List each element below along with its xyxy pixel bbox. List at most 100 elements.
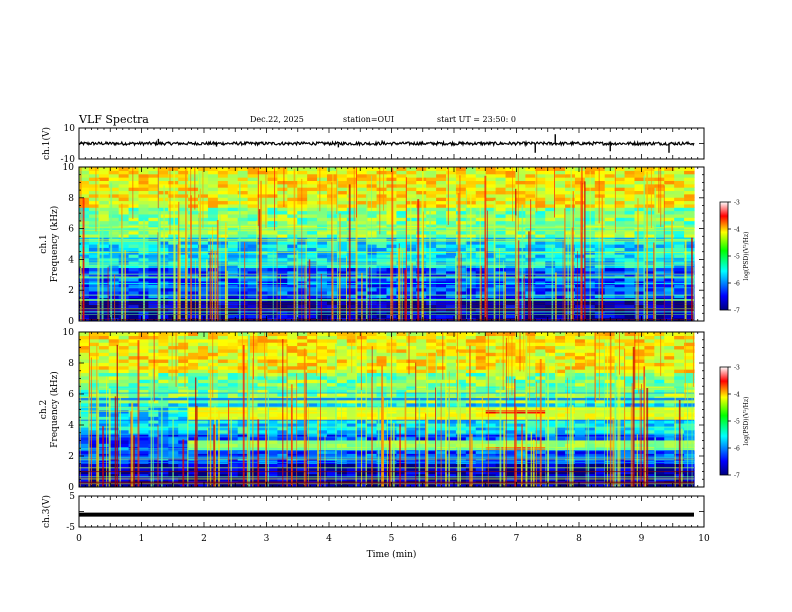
spectrogram-cell: [257, 426, 269, 431]
spectrogram-cell: [644, 223, 655, 228]
spectrogram-cell: [366, 173, 378, 178]
spectrogram-cell: [138, 193, 150, 198]
spectrogram-cell: [614, 254, 626, 258]
spectrogram-cell: [455, 473, 467, 478]
spectrogram-cell: [674, 240, 685, 245]
spectrogram-cell: [674, 177, 685, 181]
spectrogram-cell: [555, 439, 566, 444]
spectrogram-cell: [307, 167, 318, 171]
spectrogram-cell: [505, 254, 517, 258]
spectrogram-cell: [267, 264, 278, 269]
spectrogram-cell: [654, 230, 665, 235]
spectrogram-cell: [108, 287, 120, 292]
spectrogram-cell: [207, 310, 219, 315]
spectrogram-cell: [485, 244, 497, 248]
spectrogram-cell: [138, 177, 150, 181]
spectrogram-cell: [515, 217, 526, 222]
spectrogram-cell: [217, 443, 229, 448]
spectrogram-cell: [426, 200, 437, 205]
spectrogram-cell: [624, 433, 636, 438]
spectrogram-cell: [505, 463, 517, 468]
spectrogram-cell: [346, 422, 358, 427]
spectrogram-cell: [436, 270, 447, 275]
spectrogram-cell: [475, 449, 487, 454]
spectrogram-cell: [644, 270, 655, 275]
spectrogram-cell: [118, 426, 130, 431]
spectrogram-cell: [108, 277, 120, 282]
spectrogram-cell: [495, 170, 507, 175]
spectrogram-cell: [326, 170, 338, 175]
spectrogram-cell: [178, 294, 189, 299]
spectrogram-cell: [644, 433, 655, 438]
spectrogram-cell: [465, 419, 477, 424]
spectrogram-cell: [634, 173, 645, 178]
spectrogram-cell: [317, 436, 328, 441]
spectrogram-cell: [227, 264, 239, 269]
spectrogram-cell: [535, 294, 546, 299]
spectrogram-cell: [446, 180, 457, 185]
spectrogram-cell: [545, 422, 556, 427]
spectrogram-cell: [138, 449, 150, 454]
spectrogram-cell: [287, 264, 298, 269]
spectrogram-cell: [88, 240, 100, 245]
spectrogram-cell: [317, 267, 328, 272]
spectrogram-cell: [634, 290, 645, 295]
spectrogram-cell: [624, 230, 636, 235]
spectrogram-cell: [148, 257, 159, 262]
spectrogram-cell: [98, 177, 110, 181]
spectrogram-cell: [574, 412, 586, 417]
spectrogram-cell: [287, 290, 298, 295]
spectrogram-cell: [138, 426, 150, 431]
spectrogram-cell: [88, 193, 100, 198]
spectrogram-cell: [98, 190, 110, 195]
spectrogram-cell: [515, 466, 526, 471]
spectrogram-cell: [406, 460, 417, 465]
spectrogram-cell: [475, 433, 487, 438]
spectrogram-cell: [545, 470, 556, 475]
spectrogram-cell: [366, 274, 378, 279]
spectrogram-cell: [217, 190, 229, 195]
spectrogram-cell: [317, 439, 328, 444]
spectrogram-cell: [515, 416, 526, 421]
spectrogram-cell: [436, 183, 447, 188]
spectrogram-cell: [515, 310, 526, 315]
spectrogram-cell: [79, 177, 90, 181]
spectrogram-cell: [98, 443, 110, 448]
spectrogram-cell: [297, 173, 308, 178]
spectrogram-cell: [684, 280, 695, 285]
spectrogram-cell: [178, 223, 189, 228]
spectrogram-cell: [406, 419, 417, 424]
spectrogram-cell: [317, 277, 328, 282]
spectrogram-cell: [108, 200, 120, 205]
spectrogram-cell: [247, 203, 259, 208]
spectrogram-cell: [267, 433, 278, 438]
spectrogram-cell: [326, 449, 338, 454]
spectrogram-cell: [515, 203, 526, 208]
spectrogram-cell: [237, 177, 249, 181]
spectrogram-cell: [247, 290, 259, 295]
spectrogram-cell: [138, 190, 150, 195]
spectrogram-cell: [257, 416, 269, 421]
spectrogram-cell: [505, 280, 517, 285]
spectrogram-cell: [98, 473, 110, 478]
spectrogram-cell: [525, 422, 536, 427]
spectrogram-cell: [515, 443, 526, 448]
spectrogram-cell: [267, 314, 278, 319]
spectrogram-cell: [79, 422, 90, 427]
spectrogram-cell: [257, 406, 269, 411]
spectrogram-cell: [128, 416, 140, 421]
spectrogram-cell: [346, 470, 358, 475]
spectrogram-cell: [594, 422, 606, 427]
spectrogram-cell: [98, 433, 110, 438]
spectrogram-cell: [227, 207, 239, 212]
spectrogram-cell: [237, 240, 249, 245]
spectrogram-cell: [336, 193, 348, 198]
spectrogram-cell: [118, 270, 130, 275]
spectrogram-cell: [257, 207, 269, 212]
spectrogram-cell: [426, 183, 437, 188]
spectrogram-cell: [247, 240, 259, 245]
spectrogram-cell: [475, 412, 487, 417]
spectrogram-cell: [346, 453, 358, 458]
spectrogram-cell: [624, 463, 636, 468]
spectrogram-cell: [346, 170, 358, 175]
